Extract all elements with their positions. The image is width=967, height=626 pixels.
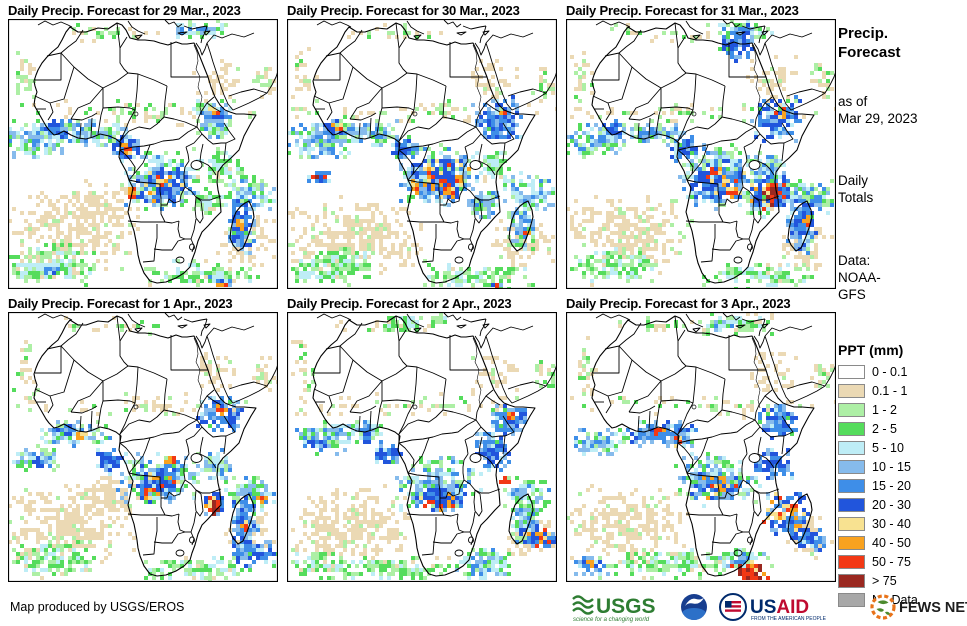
legend-swatch xyxy=(838,517,865,531)
legend-label: 20 - 30 xyxy=(872,498,911,512)
legend-swatch xyxy=(838,460,865,474)
legend-title: PPT (mm) xyxy=(838,342,904,358)
legend-label: 30 - 40 xyxy=(872,517,911,531)
legend-swatch xyxy=(838,479,865,493)
legend-swatch xyxy=(838,422,865,436)
data-source-block: Data: NOAA- GFS xyxy=(838,252,964,303)
sidebar-heading-line1: Precip. xyxy=(838,25,889,42)
panel-title: Daily Precip. Forecast for 2 Apr., 2023 xyxy=(287,296,512,311)
map-credit: Map produced by USGS/EROS xyxy=(10,600,185,614)
logo-row: USGS science for a changing world USAID … xyxy=(570,591,967,624)
legend-swatch xyxy=(838,593,865,607)
data-source-label: Data: xyxy=(838,253,871,268)
fewsnet-logo-text: FEWS NET xyxy=(899,600,967,616)
panel-title: Daily Precip. Forecast for 29 Mar., 2023 xyxy=(8,3,241,18)
legend-label: 15 - 20 xyxy=(872,479,911,493)
legend-item: 10 - 15 xyxy=(838,460,964,474)
as-of-date: Mar 29, 2023 xyxy=(838,111,918,126)
usgs-logo: USGS science for a changing world xyxy=(572,595,656,623)
svg-text:USAID: USAID xyxy=(750,597,809,618)
africa-precip-map xyxy=(287,312,557,582)
legend-swatch xyxy=(838,536,865,550)
panel-title: Daily Precip. Forecast for 30 Mar., 2023 xyxy=(287,3,520,18)
legend-items: 0 - 0.1 0.1 - 1 1 - 2 2 - 5 5 - 10 10 - 15 15 … xyxy=(838,365,964,607)
panel-title: Daily Precip. Forecast for 31 Mar., 2023 xyxy=(566,3,799,18)
sidebar: Precip. Forecast as of Mar 29, 2023 Dail… xyxy=(838,24,964,303)
legend-label: 2 - 5 xyxy=(872,422,898,436)
sidebar-heading: Precip. Forecast xyxy=(838,24,964,62)
totals-line2: Totals xyxy=(838,190,874,205)
legend-swatch xyxy=(838,555,865,569)
legend: PPT (mm) 0 - 0.1 0.1 - 1 1 - 2 2 - 5 5 - 10 1… xyxy=(838,342,964,612)
totals-line1: Daily xyxy=(838,173,869,188)
legend-item: 2 - 5 xyxy=(838,422,964,436)
usaid-tagline: FROM THE AMERICAN PEOPLE xyxy=(751,616,827,622)
sidebar-heading-line2: Forecast xyxy=(838,44,901,61)
legend-label: 10 - 15 xyxy=(872,460,911,474)
forecast-panel-2: Daily Precip. Forecast for 30 Mar., 2023 xyxy=(287,3,557,289)
legend-swatch xyxy=(838,403,865,417)
as-of-label: as of xyxy=(838,94,868,109)
legend-label: 0 - 0.1 xyxy=(872,365,908,379)
as-of-block: as of Mar 29, 2023 xyxy=(838,93,964,127)
africa-precip-map xyxy=(287,19,557,289)
usgs-tagline: science for a changing world xyxy=(573,617,650,623)
usaid-logo: USAID FROM THE AMERICAN PEOPLE xyxy=(719,593,827,622)
usaid-text-us: US xyxy=(750,597,776,618)
legend-label: 40 - 50 xyxy=(872,536,911,550)
forecast-panel-4: Daily Precip. Forecast for 1 Apr., 2023 xyxy=(8,296,278,582)
legend-label: > 75 xyxy=(872,574,897,588)
legend-item: 0.1 - 1 xyxy=(838,384,964,398)
usgs-logo-text: USGS xyxy=(596,595,656,618)
legend-item: 20 - 30 xyxy=(838,498,964,512)
panel-title: Daily Precip. Forecast for 1 Apr., 2023 xyxy=(8,296,233,311)
legend-label: 1 - 2 xyxy=(872,403,898,417)
legend-label: 5 - 10 xyxy=(872,441,904,455)
legend-label: 50 - 75 xyxy=(872,555,911,569)
data-source-line2: GFS xyxy=(838,287,866,302)
legend-item: 50 - 75 xyxy=(838,555,964,569)
forecast-panel-1: Daily Precip. Forecast for 29 Mar., 2023 xyxy=(8,3,278,289)
forecast-panel-3: Daily Precip. Forecast for 31 Mar., 2023 xyxy=(566,3,836,289)
totals-block: Daily Totals xyxy=(838,172,964,206)
africa-precip-map xyxy=(566,312,836,582)
legend-item: 5 - 10 xyxy=(838,441,964,455)
legend-swatch xyxy=(838,441,865,455)
legend-swatch xyxy=(838,498,865,512)
africa-precip-map xyxy=(8,312,278,582)
noaa-logo xyxy=(681,594,707,620)
panel-title: Daily Precip. Forecast for 3 Apr., 2023 xyxy=(566,296,791,311)
legend-item: 15 - 20 xyxy=(838,479,964,493)
legend-label: 0.1 - 1 xyxy=(872,384,908,398)
forecast-panel-6: Daily Precip. Forecast for 3 Apr., 2023 xyxy=(566,296,836,582)
legend-swatch xyxy=(838,365,865,379)
africa-precip-map xyxy=(566,19,836,289)
africa-precip-map xyxy=(8,19,278,289)
usaid-text-aid: AID xyxy=(776,597,809,618)
maps-grid: Daily Precip. Forecast for 29 Mar., 2023… xyxy=(8,3,836,582)
forecast-panel-5: Daily Precip. Forecast for 2 Apr., 2023 xyxy=(287,296,557,582)
legend-item: 0 - 0.1 xyxy=(838,365,964,379)
legend-swatch xyxy=(838,574,865,588)
data-source-line1: NOAA- xyxy=(838,270,881,285)
legend-item: 30 - 40 xyxy=(838,517,964,531)
legend-item: 1 - 2 xyxy=(838,403,964,417)
legend-item: 40 - 50 xyxy=(838,536,964,550)
fewsnet-logo: FEWS NET xyxy=(870,594,967,620)
legend-item: > 75 xyxy=(838,574,964,588)
legend-swatch xyxy=(838,384,865,398)
